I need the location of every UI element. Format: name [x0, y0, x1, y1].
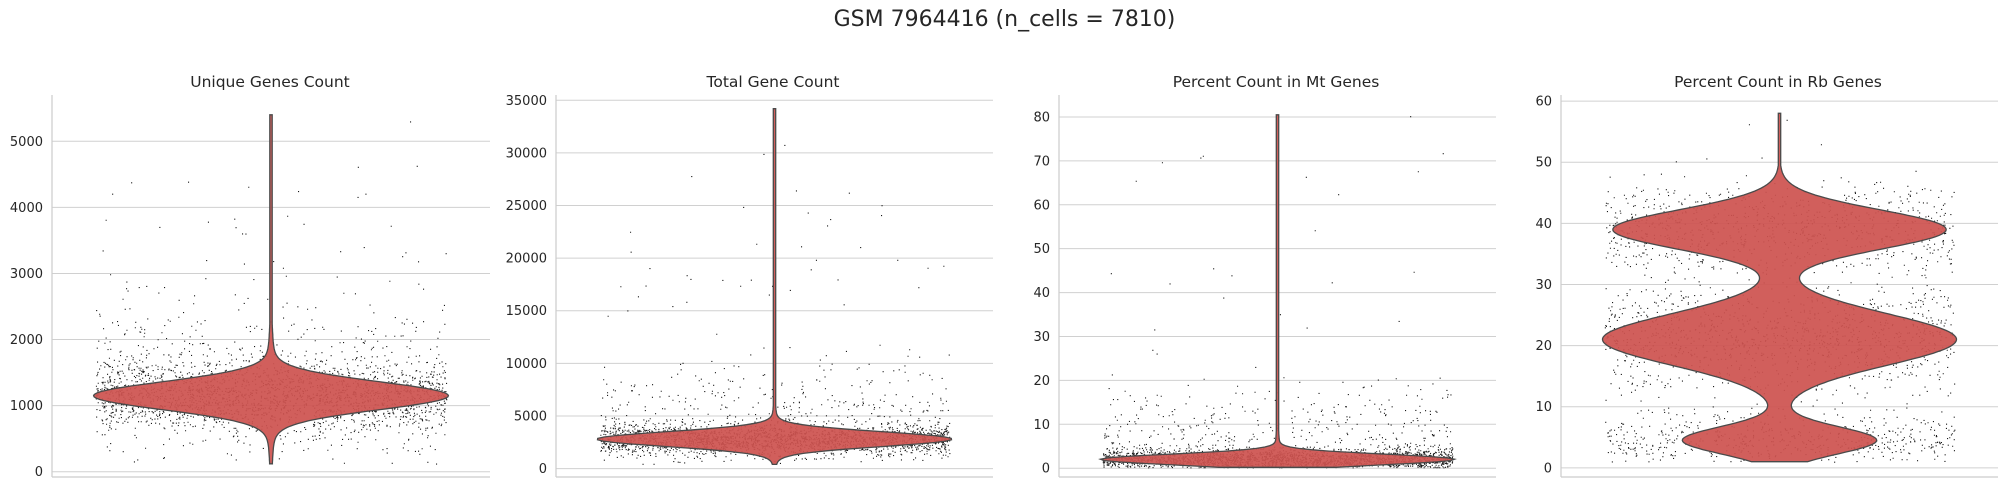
y-tick-label: 20: [1033, 374, 1050, 389]
y-tick-label: 10: [1535, 400, 1552, 415]
violin-body: [92, 114, 450, 465]
violin-shape: [596, 108, 953, 466]
y-tick-labels: 0 1000 2000 3000 4000 5000: [10, 135, 43, 480]
y-tick-label: 60: [1033, 198, 1050, 213]
panel-unique-genes: Unique Genes Count 0 1000 2000 3000 4000 5000: [10, 73, 490, 480]
y-tick-label: 20000: [506, 252, 547, 267]
cell-point-cloud: [599, 144, 951, 465]
panel-title: Percent Count in Rb Genes: [1674, 73, 1882, 91]
y-tick-label: 3000: [10, 267, 43, 282]
y-tick-label: 50: [1033, 242, 1050, 257]
y-tick-label: 40: [1535, 217, 1552, 232]
y-tick-labels: 0 10 20 30 40 50 60: [1535, 95, 1552, 477]
y-tick-label: 0: [1042, 462, 1050, 477]
y-tick-label: 1000: [10, 399, 43, 414]
y-tick-label: 20: [1535, 339, 1552, 354]
y-tick-label: 10: [1033, 418, 1050, 433]
panel-percent-rb: Percent Count in Rb Genes 0 10 20 30 40 50 60: [1535, 73, 1998, 478]
axes-spines: [555, 95, 993, 478]
axes-spines: [1058, 95, 1496, 478]
y-tick-label: 70: [1033, 154, 1050, 169]
y-tick-label: 35000: [506, 94, 547, 109]
y-tick-label: 30: [1535, 278, 1552, 293]
panel-total-gene-count: Total Gene Count 0 5000 10000 15000 20000 250…: [506, 73, 993, 478]
y-tick-label: 60: [1535, 95, 1552, 110]
y-tick-labels: 0 5000 10000 15000 20000 25000 30000 35000: [506, 94, 547, 477]
y-tick-label: 10000: [506, 357, 547, 372]
axes-spines: [51, 95, 490, 478]
violin-body: [596, 108, 953, 466]
panel-title: Percent Count in Mt Genes: [1173, 73, 1380, 91]
y-tick-label: 0: [35, 465, 43, 480]
violin-shape: [1601, 112, 1958, 463]
y-tick-label: 30: [1033, 330, 1050, 345]
cell-points: [599, 144, 951, 465]
y-tick-label: 25000: [506, 199, 547, 214]
figure-title: GSM 7964416 (n_cells = 7810): [834, 7, 1176, 32]
panel-percent-mt: Percent Count in Mt Genes 0 10 20 30 40 50 60 7…: [1033, 73, 1496, 478]
y-tick-label: 80: [1033, 110, 1050, 125]
panel-title: Total Gene Count: [706, 73, 840, 91]
violin-shape: [1098, 114, 1457, 468]
y-tick-label: 50: [1535, 156, 1552, 171]
y-tick-label: 4000: [10, 201, 43, 216]
y-tick-labels: 0 10 20 30 40 50 60 70 80: [1033, 110, 1050, 476]
y-tick-label: 0: [539, 462, 547, 477]
y-tick-label: 5000: [10, 135, 43, 150]
y-tick-label: 2000: [10, 333, 43, 348]
y-tick-label: 40: [1033, 286, 1050, 301]
violin-body: [1601, 112, 1958, 463]
y-tick-label: 15000: [506, 304, 547, 319]
axes-spines: [1560, 95, 1998, 478]
y-tick-label: 30000: [506, 146, 547, 161]
panel-title: Unique Genes Count: [190, 73, 350, 91]
violin-body: [1098, 114, 1457, 468]
y-tick-label: 0: [1544, 461, 1552, 476]
violin-shape: [92, 114, 450, 465]
y-tick-label: 5000: [514, 409, 547, 424]
